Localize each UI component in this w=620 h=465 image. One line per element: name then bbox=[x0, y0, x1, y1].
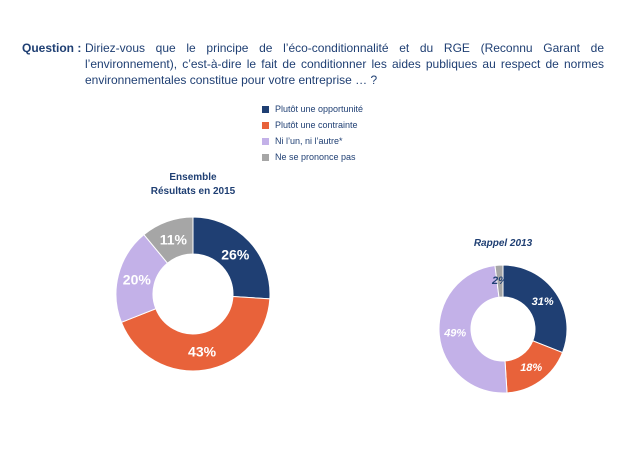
donut-2015-label-contrainte: 43% bbox=[188, 343, 217, 359]
donut-2015-title-line-1: Ensemble bbox=[169, 172, 217, 183]
legend-item-ne-se-prononce-pas: Ne se prononce pas bbox=[262, 149, 363, 165]
legend-swatch-ni-lun-ni-lautre bbox=[262, 137, 269, 145]
donut-2013-title-line-1: Rappel 2013 bbox=[474, 238, 533, 249]
legend-item-contrainte: Plutôt une contrainte bbox=[262, 117, 363, 133]
donut-2015-title-line-2: Résultats en 2015 bbox=[151, 186, 236, 197]
legend-label-ne-se-prononce-pas: Ne se prononce pas bbox=[275, 152, 356, 162]
donut-2015-label-opportunite: 26% bbox=[221, 246, 250, 262]
donut-2015-label-ni-lun-ni-lautre: 20% bbox=[123, 272, 152, 288]
legend-label-opportunite: Plutôt une opportunité bbox=[275, 104, 364, 114]
legend: Plutôt une opportunité Plutôt une contra… bbox=[262, 101, 363, 165]
legend-swatch-ne-se-prononce-pas bbox=[262, 153, 269, 161]
legend-label-contrainte: Plutôt une contrainte bbox=[275, 120, 358, 130]
question-label: Question : bbox=[22, 41, 82, 55]
donut-2015-slice-contrainte bbox=[120, 295, 271, 372]
legend-swatch-contrainte bbox=[262, 121, 269, 129]
donut-2013-label-ne-se-prononce-pas: 2% bbox=[491, 275, 508, 287]
donut-2015-label-ne-se-prononce-pas: 11% bbox=[160, 231, 188, 247]
legend-label-ni-lun-ni-lautre: Ni l’un, ni l’autre* bbox=[275, 136, 343, 146]
donut-2013-label-opportunite: 31% bbox=[532, 296, 554, 308]
donut-2015-slice-opportunite bbox=[192, 216, 271, 300]
donut-2015-slice-ne-se-prononce-pas bbox=[143, 216, 194, 264]
legend-item-opportunite: Plutôt une opportunité bbox=[262, 101, 363, 117]
donut-2013-slice-ne-se-prononce-pas bbox=[494, 264, 504, 298]
donut-2013-slice-ni-lun-ni-lautre bbox=[438, 264, 508, 394]
donut-2013-label-contrainte: 18% bbox=[520, 362, 542, 374]
question-text: Diriez-vous que le principe de l’éco-con… bbox=[85, 41, 604, 87]
donut-2013-label-ni-lun-ni-lautre: 49% bbox=[443, 328, 466, 340]
legend-item-ni-lun-ni-lautre: Ni l’un, ni l’autre* bbox=[262, 133, 363, 149]
donut-2013-slice-opportunite bbox=[502, 264, 568, 354]
legend-swatch-opportunite bbox=[262, 105, 269, 113]
